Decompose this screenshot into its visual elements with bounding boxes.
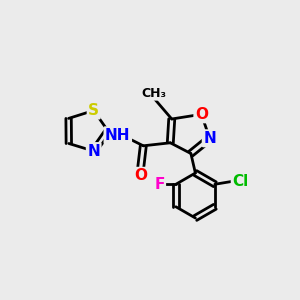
Text: O: O (195, 107, 208, 122)
Text: Cl: Cl (232, 174, 248, 189)
Text: NH: NH (105, 128, 130, 143)
Text: N: N (203, 131, 216, 146)
Text: CH₃: CH₃ (141, 87, 166, 100)
Text: S: S (88, 103, 99, 118)
Text: N: N (87, 144, 100, 159)
Text: F: F (154, 177, 165, 192)
Text: O: O (134, 168, 147, 183)
